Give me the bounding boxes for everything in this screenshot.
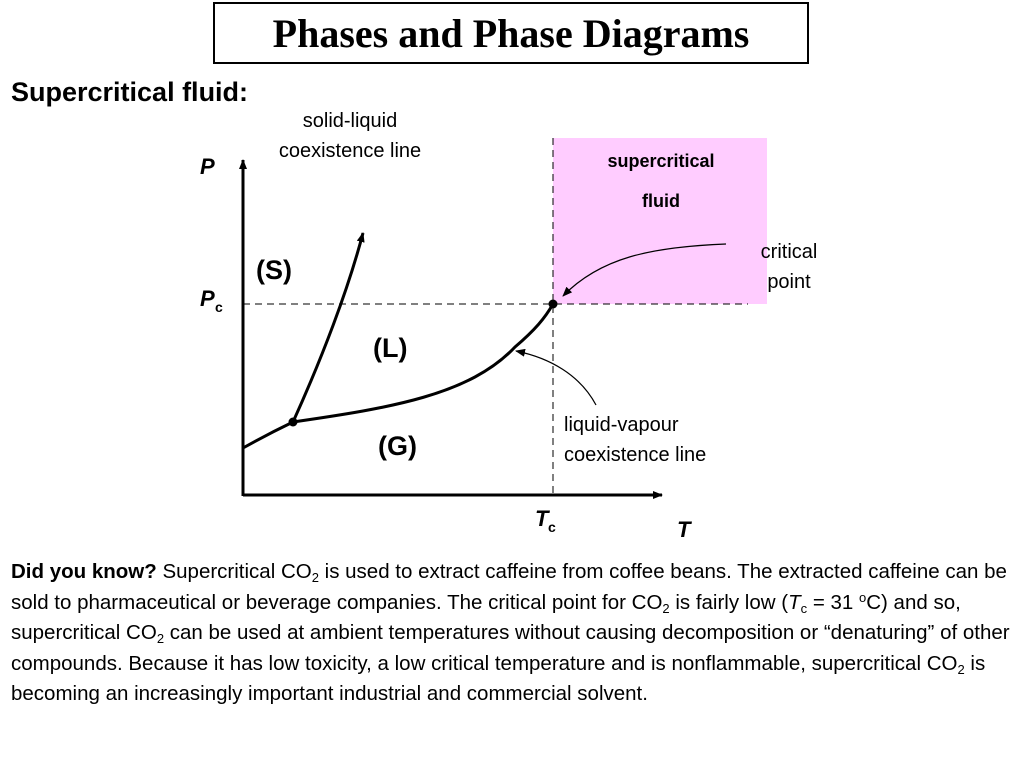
co2-subscript: 2 (957, 661, 965, 677)
solid-liquid-label-line2: coexistence line (279, 140, 421, 162)
x-axis-label: T (677, 517, 692, 542)
tc-subscript: c (548, 519, 556, 535)
tc-symbol: T (788, 590, 801, 614)
co2-subscript: 2 (311, 570, 319, 585)
liquid-vapour-label-line2: coexistence line (564, 444, 706, 466)
phase-diagram: P T P c T c (S) (L) (G) supercritical fl… (200, 110, 818, 542)
solid-liquid-label-line1: solid-liquid (303, 110, 398, 132)
para-text-2: is used to extract caffeine from coffee … (11, 560, 1007, 614)
para-text-6: can be used at ambient temperatures with… (11, 621, 1010, 675)
critical-point (548, 299, 558, 309)
liquid-vapour-arrow (515, 348, 597, 406)
liquid-vapour-label-line1: liquid-vapour (564, 414, 679, 436)
section-heading: Supercritical fluid: (11, 77, 249, 107)
para-text-4: = 31 (807, 590, 859, 614)
para-text-3: is fairly low ( (669, 590, 789, 614)
tc-symbol-subscript: c (800, 600, 808, 616)
critical-point-label-line1: critical (761, 241, 818, 263)
liquid-vapour-curve (292, 303, 555, 424)
solid-region-label: (S) (256, 255, 292, 285)
supercritical-label-line1: supercritical (607, 151, 714, 171)
co2-subscript: 2 (156, 631, 165, 646)
did-you-know-paragraph: Did you know? Supercritical CO2 is used … (11, 557, 1016, 710)
liquid-region-label: (L) (373, 333, 407, 363)
degree-superscript: o (859, 589, 867, 605)
supercritical-region (553, 138, 767, 304)
supercritical-label-line2: fluid (642, 191, 680, 211)
co2-subscript: 2 (662, 600, 670, 616)
critical-point-label-line2: point (767, 271, 811, 293)
triple-point (288, 417, 298, 427)
title-box: Phases and Phase Diagrams (213, 2, 809, 64)
tc-label: T (535, 506, 550, 531)
gas-region-label: (G) (378, 431, 417, 461)
pc-label: P (200, 286, 215, 311)
para-text-1: Supercritical CO (156, 560, 312, 583)
sublimation-curve (242, 420, 294, 450)
para-text-7: is becoming an increasingly important in… (11, 651, 986, 706)
para-text-5: C) and so, supercritical CO (11, 590, 961, 645)
pc-subscript: c (215, 299, 223, 315)
y-axis-label: P (200, 154, 215, 179)
solid-liquid-curve (291, 232, 365, 423)
page-title: Phases and Phase Diagrams (272, 10, 750, 56)
critical-point-arrow (562, 243, 727, 297)
did-you-know-lead: Did you know? (11, 560, 157, 583)
